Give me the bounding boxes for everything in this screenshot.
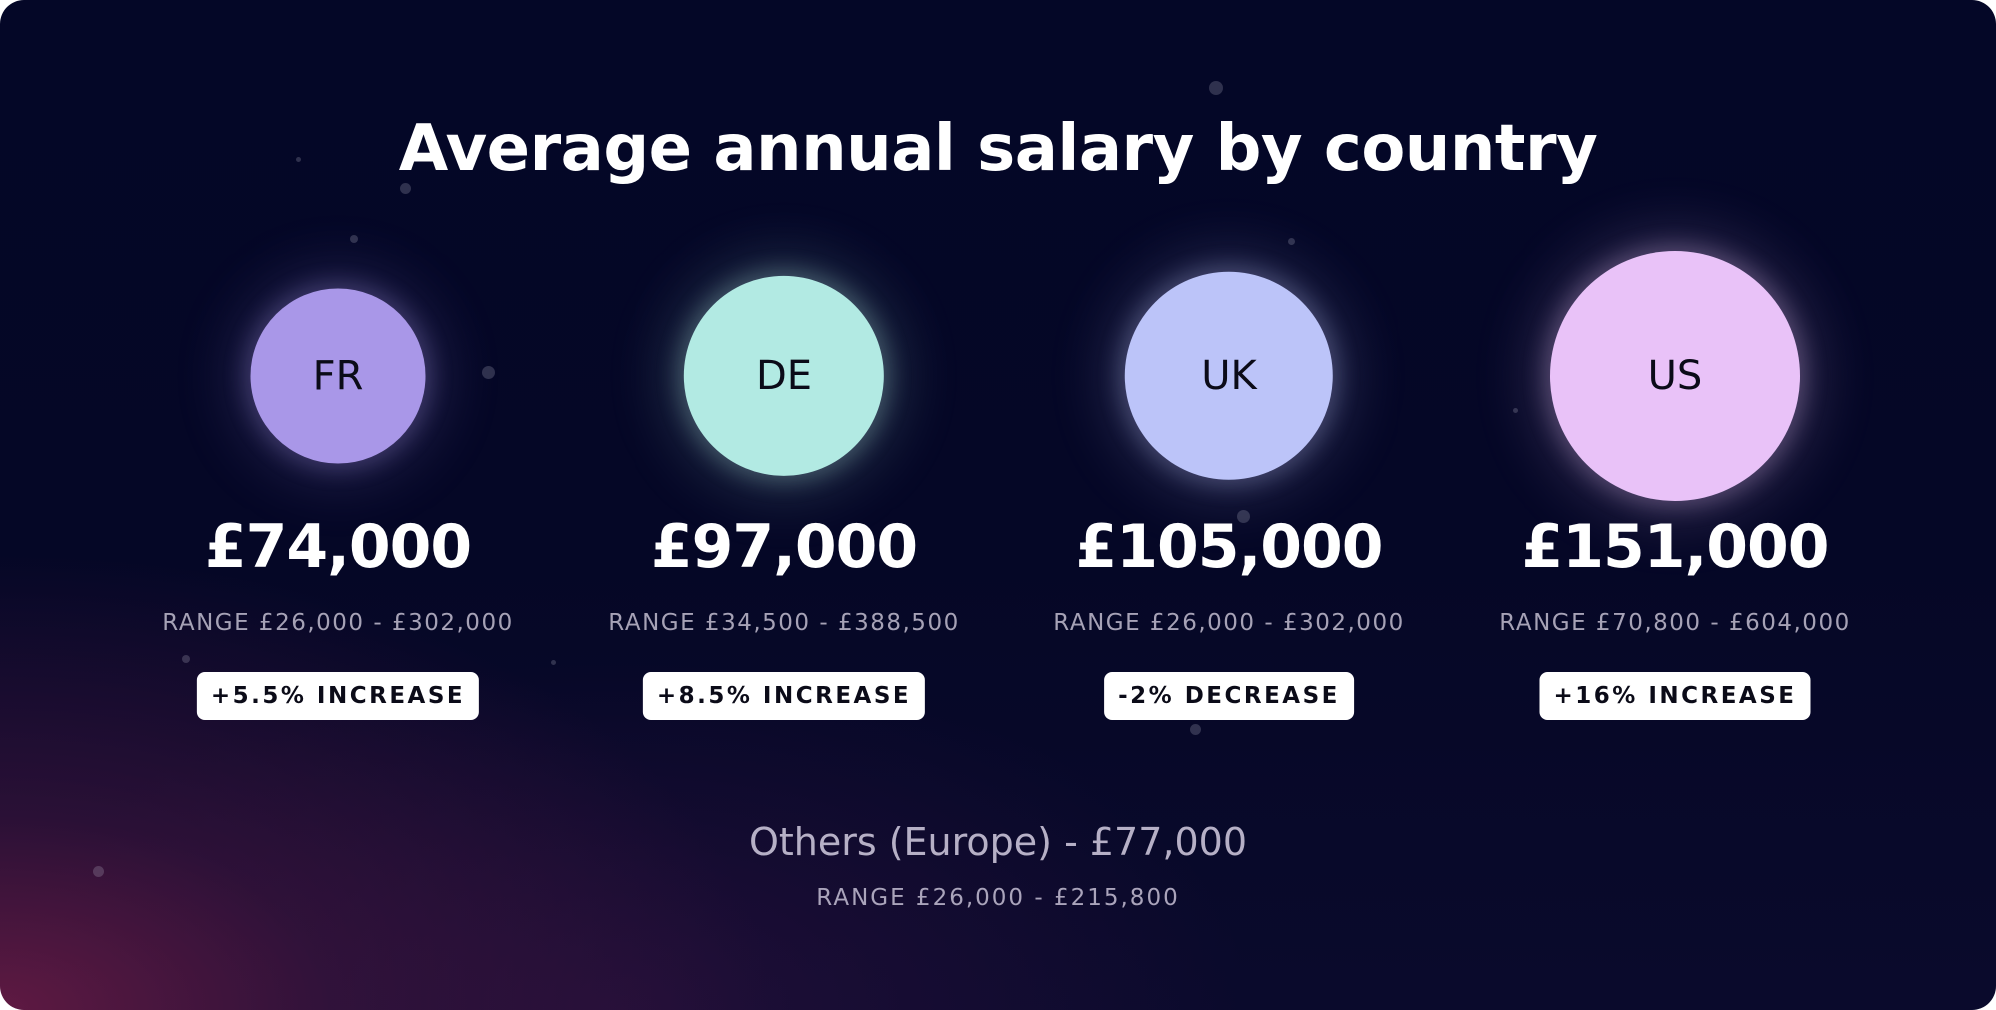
salary-value: £74,000 [204,512,472,582]
background-dot [1189,723,1201,735]
others-label: Others (Europe) - £77,000 [748,820,1248,864]
background-dot [295,156,301,162]
country-bubble: DE [683,275,885,477]
salary-value: £151,000 [1521,512,1829,582]
background-dot [1287,237,1295,245]
change-badge: +5.5% INCREASE [196,672,480,720]
country-column-uk: UK £105,000 RANGE £26,000 - £302,000 -2% DE… [1009,240,1449,740]
background-dot [1209,81,1223,95]
change-badge: +8.5% INCREASE [642,672,926,720]
country-column-us: US £151,000 RANGE £70,800 - £604,000 +16% I… [1455,240,1895,740]
background-dot [399,182,411,194]
country-bubble: UK [1124,271,1334,481]
country-bubble: FR [250,288,426,464]
background-dot [1512,407,1518,413]
salary-range: RANGE £34,500 - £388,500 [608,610,960,636]
country-bubble: US [1550,251,1800,501]
background-dot [182,655,190,663]
country-column-de: DE £97,000 RANGE £34,500 - £388,500 +8.5% I… [564,240,1004,740]
others-range: RANGE £26,000 - £215,800 [816,885,1180,911]
background-dot [481,365,495,379]
chart-title: Average annual salary by country [398,112,1598,186]
country-column-fr: FR £74,000 RANGE £26,000 - £302,000 +5.5% I… [118,240,558,740]
background-dot [92,865,104,877]
salary-range: RANGE £26,000 - £302,000 [1053,610,1405,636]
salary-range: RANGE £26,000 - £302,000 [162,610,514,636]
salary-range: RANGE £70,800 - £604,000 [1499,610,1851,636]
background-dot [350,235,358,243]
background-dot [550,659,556,665]
change-badge: -2% DECREASE [1104,672,1354,720]
change-badge: +16% INCREASE [1539,672,1811,720]
background-dot [1236,509,1250,523]
salary-value: £105,000 [1075,512,1383,582]
salary-value: £97,000 [650,512,918,582]
